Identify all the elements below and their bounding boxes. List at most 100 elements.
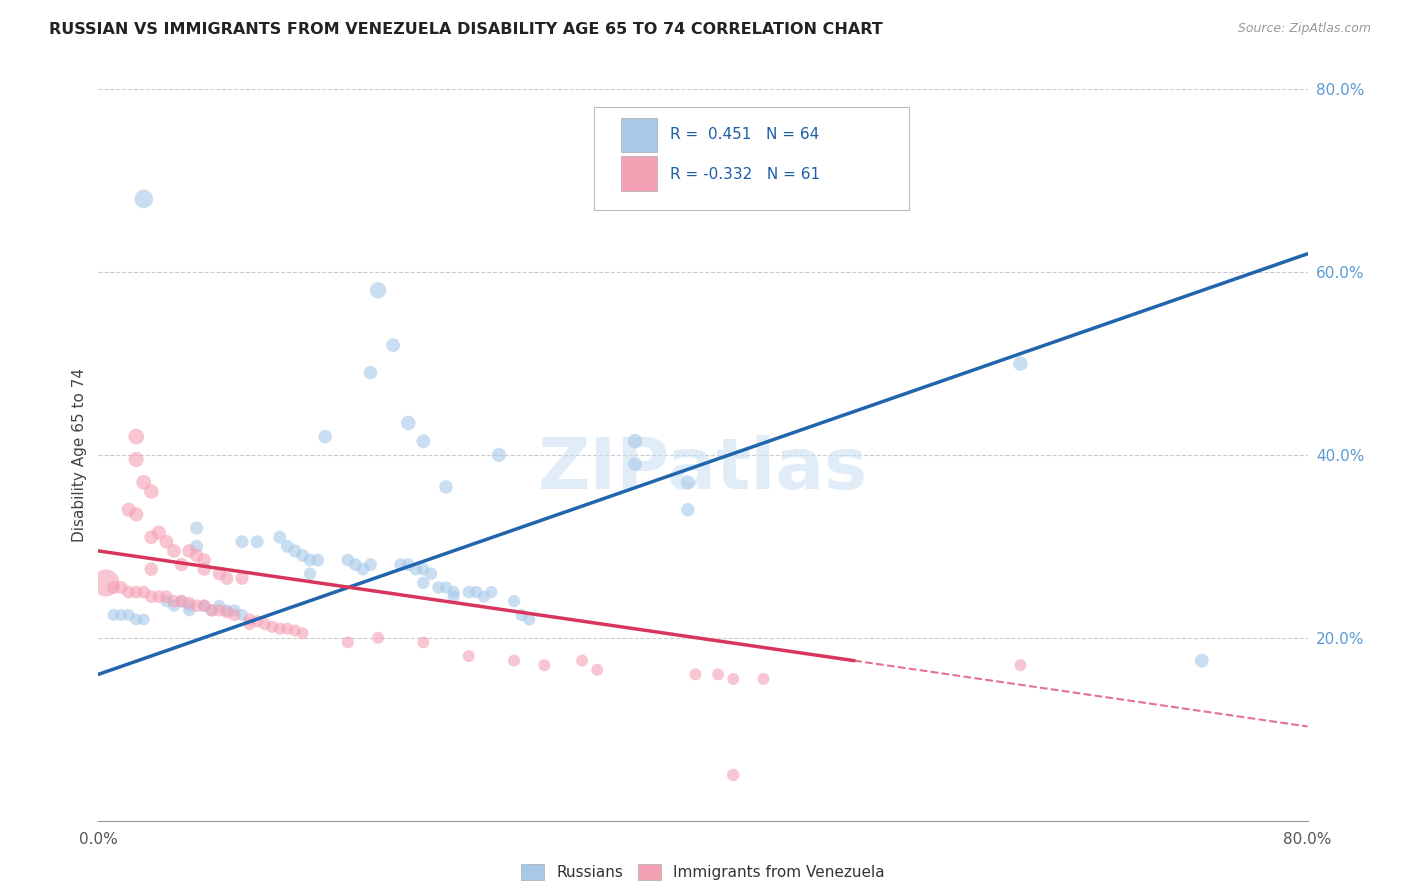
Point bbox=[179, 599, 201, 613]
Point bbox=[179, 603, 201, 617]
Point bbox=[103, 581, 125, 595]
Point bbox=[412, 576, 434, 591]
Point bbox=[253, 617, 276, 632]
Point bbox=[231, 534, 253, 549]
Point bbox=[624, 434, 647, 449]
Point bbox=[676, 502, 699, 516]
Point bbox=[420, 566, 443, 581]
Point bbox=[488, 448, 510, 462]
Point bbox=[1010, 356, 1032, 371]
Point bbox=[208, 599, 231, 613]
Point bbox=[132, 192, 155, 206]
Point bbox=[125, 613, 148, 627]
Text: ZIPatlas: ZIPatlas bbox=[538, 435, 868, 504]
Point bbox=[571, 654, 593, 668]
Point bbox=[239, 617, 262, 632]
Point bbox=[434, 480, 457, 494]
Point bbox=[163, 599, 186, 613]
Point bbox=[299, 553, 322, 567]
Point bbox=[307, 553, 329, 567]
Point bbox=[269, 622, 291, 636]
Point bbox=[276, 539, 298, 553]
Point bbox=[533, 658, 555, 673]
Point bbox=[179, 596, 201, 610]
Point bbox=[201, 603, 224, 617]
Point bbox=[457, 585, 479, 599]
Point bbox=[148, 590, 170, 604]
Point bbox=[707, 667, 730, 681]
Point bbox=[481, 585, 503, 599]
Point bbox=[170, 594, 193, 608]
Point bbox=[457, 649, 479, 664]
Point bbox=[125, 508, 148, 522]
Point bbox=[141, 562, 163, 576]
Point bbox=[752, 672, 775, 686]
Point bbox=[291, 549, 314, 563]
Point bbox=[352, 562, 374, 576]
Y-axis label: Disability Age 65 to 74: Disability Age 65 to 74 bbox=[72, 368, 87, 542]
FancyBboxPatch shape bbox=[621, 156, 657, 191]
Point bbox=[193, 562, 215, 576]
Point bbox=[132, 475, 155, 490]
Point bbox=[269, 530, 291, 544]
Point bbox=[118, 585, 141, 599]
Point bbox=[215, 603, 238, 617]
Point bbox=[586, 663, 609, 677]
Point bbox=[186, 521, 208, 535]
Text: R =  0.451   N = 64: R = 0.451 N = 64 bbox=[671, 127, 820, 142]
Point bbox=[208, 566, 231, 581]
Point bbox=[336, 635, 359, 649]
Point bbox=[685, 667, 707, 681]
Point bbox=[246, 615, 269, 629]
Text: Source: ZipAtlas.com: Source: ZipAtlas.com bbox=[1237, 22, 1371, 36]
Point bbox=[246, 534, 269, 549]
Point bbox=[141, 484, 163, 499]
Point bbox=[262, 620, 284, 634]
Point bbox=[723, 672, 745, 686]
Point bbox=[208, 603, 231, 617]
Point bbox=[148, 525, 170, 540]
Point bbox=[103, 607, 125, 622]
Point bbox=[314, 430, 336, 444]
Point bbox=[676, 475, 699, 490]
Point bbox=[170, 594, 193, 608]
Point bbox=[405, 562, 427, 576]
Point bbox=[389, 558, 412, 572]
Point bbox=[510, 607, 533, 622]
FancyBboxPatch shape bbox=[621, 118, 657, 153]
Point bbox=[284, 544, 307, 558]
Point bbox=[155, 590, 177, 604]
Point bbox=[276, 622, 298, 636]
Point bbox=[412, 562, 434, 576]
Point bbox=[344, 558, 367, 572]
Point bbox=[163, 544, 186, 558]
Point bbox=[94, 576, 117, 591]
Point bbox=[367, 284, 389, 298]
Point bbox=[231, 571, 253, 585]
Text: RUSSIAN VS IMMIGRANTS FROM VENEZUELA DISABILITY AGE 65 TO 74 CORRELATION CHART: RUSSIAN VS IMMIGRANTS FROM VENEZUELA DIS… bbox=[49, 22, 883, 37]
Point bbox=[443, 590, 465, 604]
Point bbox=[231, 607, 253, 622]
Point bbox=[434, 581, 457, 595]
Point bbox=[125, 452, 148, 467]
FancyBboxPatch shape bbox=[595, 108, 908, 210]
Point bbox=[141, 590, 163, 604]
Point bbox=[179, 544, 201, 558]
Point bbox=[186, 539, 208, 553]
Point bbox=[472, 590, 495, 604]
Point bbox=[239, 613, 262, 627]
Point bbox=[624, 457, 647, 471]
Point bbox=[170, 558, 193, 572]
Point bbox=[284, 624, 307, 638]
Point bbox=[360, 558, 382, 572]
Point bbox=[503, 654, 526, 668]
Point bbox=[465, 585, 488, 599]
Point bbox=[291, 626, 314, 640]
Point bbox=[201, 603, 224, 617]
Point bbox=[624, 192, 647, 206]
Point bbox=[125, 585, 148, 599]
Point bbox=[224, 607, 246, 622]
Point bbox=[155, 534, 177, 549]
Point bbox=[443, 585, 465, 599]
Point bbox=[163, 594, 186, 608]
